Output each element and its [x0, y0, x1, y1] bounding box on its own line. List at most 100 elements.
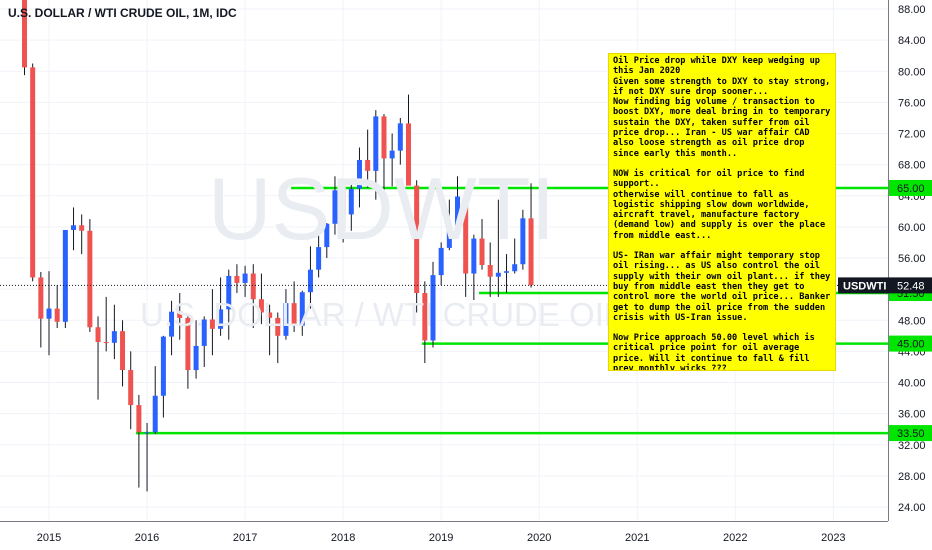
candle[interactable]: [267, 304, 273, 356]
candle-body: [373, 116, 379, 171]
candle[interactable]: [103, 296, 109, 352]
candle-body: [160, 336, 166, 396]
candle[interactable]: [152, 366, 158, 434]
candle[interactable]: [226, 269, 232, 340]
axis-labels: 88.0084.0080.0076.0072.0068.0064.0060.00…: [37, 4, 932, 544]
last-price-symbol: USDWTI: [843, 280, 886, 292]
candle[interactable]: [234, 264, 240, 294]
candle[interactable]: [87, 219, 93, 332]
y-tick-label: 88.00: [898, 4, 926, 16]
candle[interactable]: [479, 219, 485, 270]
candle[interactable]: [193, 320, 199, 379]
candle[interactable]: [250, 264, 256, 329]
candle[interactable]: [438, 242, 444, 286]
candle[interactable]: [283, 289, 289, 340]
candle[interactable]: [111, 304, 117, 360]
candle[interactable]: [177, 293, 183, 340]
note-paragraph-4: Now Price approach 50.00 level which is …: [613, 333, 815, 371]
candle-body: [291, 303, 297, 326]
candle[interactable]: [38, 272, 44, 348]
candle[interactable]: [356, 147, 362, 208]
candle[interactable]: [71, 207, 77, 251]
candle-body: [87, 230, 93, 328]
annotation-note[interactable]: Oil Price drop while DXY keep wedging up…: [608, 53, 836, 371]
candle[interactable]: [414, 180, 420, 313]
candle[interactable]: [242, 265, 248, 297]
level-label: 65.00: [897, 183, 925, 195]
y-tick-label: 48.00: [898, 315, 926, 327]
candle-body: [471, 238, 477, 274]
candle-body: [38, 277, 44, 319]
candle-body: [528, 218, 534, 286]
candle-body: [95, 327, 101, 343]
candle[interactable]: [299, 290, 305, 336]
candle[interactable]: [218, 277, 224, 336]
candle[interactable]: [30, 63, 36, 282]
candle[interactable]: [95, 316, 101, 400]
candle[interactable]: [365, 129, 371, 188]
candle[interactable]: [79, 214, 85, 255]
candle-body: [438, 247, 444, 276]
candle-body: [512, 264, 518, 272]
candle[interactable]: [463, 187, 469, 297]
note-paragraph-2: NOW is critical for oil price to find su…: [613, 168, 826, 241]
candle[interactable]: [209, 289, 215, 356]
candle-body: [177, 311, 183, 318]
candle[interactable]: [185, 315, 191, 389]
candle[interactable]: [348, 180, 354, 231]
candle[interactable]: [520, 209, 526, 270]
candle[interactable]: [471, 234, 477, 301]
candle[interactable]: [160, 335, 166, 418]
candle[interactable]: [446, 199, 452, 251]
candle[interactable]: [144, 422, 150, 492]
x-tick-label: 2017: [233, 532, 257, 544]
candle-body: [218, 309, 224, 329]
candle-body: [299, 292, 305, 326]
candle[interactable]: [258, 273, 264, 325]
x-tick-label: 2018: [331, 532, 355, 544]
candle[interactable]: [487, 242, 493, 297]
candle-body: [120, 331, 126, 371]
candle[interactable]: [504, 254, 510, 294]
candle-body: [152, 395, 158, 433]
candle[interactable]: [422, 281, 428, 364]
level-label: 45.00: [897, 339, 925, 351]
candle[interactable]: [455, 176, 461, 231]
candle[interactable]: [201, 316, 207, 367]
candle[interactable]: [512, 238, 518, 274]
candle[interactable]: [120, 320, 126, 387]
candle[interactable]: [324, 222, 330, 258]
candle[interactable]: [397, 117, 403, 165]
candle[interactable]: [62, 229, 68, 329]
candle[interactable]: [495, 199, 501, 297]
candle[interactable]: [332, 176, 338, 235]
candle[interactable]: [405, 94, 411, 186]
last-price-value: 52.48: [897, 280, 925, 292]
candle-body: [22, 0, 27, 68]
x-tick-label: 2016: [135, 532, 159, 544]
candle[interactable]: [373, 110, 379, 200]
candle[interactable]: [275, 312, 281, 364]
candle[interactable]: [291, 281, 297, 332]
candle[interactable]: [136, 394, 142, 488]
y-tick-label: 40.00: [898, 378, 926, 390]
candle[interactable]: [381, 114, 387, 196]
candle[interactable]: [54, 285, 60, 329]
candle[interactable]: [430, 261, 436, 348]
candle[interactable]: [46, 271, 52, 356]
candle[interactable]: [22, 0, 27, 76]
candle-body: [258, 299, 264, 313]
candle[interactable]: [340, 184, 346, 243]
candle[interactable]: [316, 234, 322, 278]
y-tick-label: 76.00: [898, 97, 926, 109]
candle-body: [405, 123, 411, 186]
candle[interactable]: [128, 351, 134, 430]
candle-body: [128, 370, 134, 406]
candle-body: [307, 269, 313, 293]
candle-body: [30, 67, 36, 278]
candle[interactable]: [169, 300, 175, 356]
candle[interactable]: [307, 246, 313, 309]
candle[interactable]: [528, 183, 534, 288]
candle[interactable]: [389, 133, 395, 187]
